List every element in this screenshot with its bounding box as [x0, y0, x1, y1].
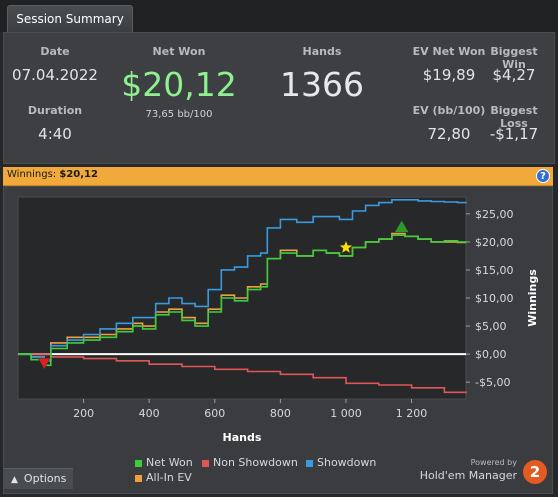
legend-net-won-label: Net Won: [146, 456, 193, 469]
date-label: Date: [40, 45, 70, 58]
chevron-up-icon: ▲: [11, 475, 18, 485]
biggest-win-label: Biggest Win: [490, 45, 538, 71]
y-tick-label: $25,00: [475, 208, 514, 221]
legend-net-won-swatch: [135, 459, 142, 467]
powered-by-text: Powered by: [470, 458, 517, 467]
marker-biggest-win: [394, 219, 410, 233]
session-summary-panel: Date 07.04.2022 Duration 4:40 Net Won $2…: [3, 32, 555, 164]
legend-net-won[interactable]: Net Won: [135, 456, 193, 469]
options-label: Options: [23, 472, 67, 485]
y-tick-label: $10,00: [475, 292, 514, 305]
x-axis-title: Hands: [223, 431, 262, 444]
ev-net-won-label: EV Net Won: [412, 45, 486, 58]
y-axis-title: Winnings: [526, 269, 539, 327]
hands-label: Hands: [302, 45, 342, 58]
y-tick-label: -$5,00: [475, 376, 510, 389]
x-tick-label: 1 200: [396, 407, 428, 420]
series-line-net-won: [18, 234, 467, 367]
winnings-label: Winnings:: [7, 169, 57, 180]
winnings-bar: Winnings: $20,12 ?: [3, 167, 553, 186]
ev-bb100-value: 72,80: [427, 125, 471, 143]
duration-value: 4:40: [38, 125, 72, 143]
series-line-non-showdown: [18, 353, 467, 394]
y-tick-label: $5,00: [475, 320, 507, 333]
holdem-manager-logo-icon: 2: [523, 460, 547, 484]
date-value: 07.04.2022: [12, 66, 98, 84]
x-tick-label: 600: [204, 407, 225, 420]
tab-session-summary[interactable]: Session Summary: [7, 5, 133, 32]
legend-non-showdown-label: Non Showdown: [213, 456, 298, 469]
winnings-chart: $25,00 $20,00 $15,00 $10,00 $5,00 $0,00 -$5,00…: [17, 196, 539, 444]
x-tick-label: 400: [139, 407, 160, 420]
net-won-bb100: 73,65 bb/100: [145, 109, 213, 120]
y-tick-label: $15,00: [475, 264, 514, 277]
biggest-win-value: $4,27: [492, 66, 536, 84]
legend-showdown[interactable]: Showdown: [306, 456, 376, 469]
x-tick-label: 1 000: [330, 407, 362, 420]
biggest-loss-label: Biggest Loss: [490, 104, 538, 130]
ev-net-won-value: $19,89: [422, 66, 476, 84]
brand-badge: Powered by Hold'em Manager 2: [410, 458, 552, 488]
duration-label: Duration: [27, 104, 83, 117]
net-won-label: Net Won: [152, 45, 206, 58]
help-icon[interactable]: ?: [536, 169, 550, 183]
chart-panel: $25,00 $20,00 $15,00 $10,00 $5,00 $0,00 -$5,00…: [3, 186, 553, 494]
winnings-value: $20,12: [59, 169, 98, 180]
net-won-value: $20,12: [121, 65, 237, 104]
biggest-loss-value: -$1,17: [489, 125, 539, 143]
legend-all-in-ev-swatch: [135, 474, 142, 482]
brand-name: Hold'em Manager: [419, 469, 517, 482]
options-button[interactable]: ▲ Options: [3, 468, 73, 489]
legend-all-in-ev[interactable]: All-In EV: [135, 471, 192, 484]
y-tick-label: $0,00: [475, 348, 507, 361]
tab-strip: Session Summary: [0, 0, 558, 32]
hands-value: 1366: [280, 65, 364, 104]
ev-bb100-label: EV (bb/100): [412, 104, 486, 117]
x-tick-label: 200: [73, 407, 94, 420]
x-tick-label: 800: [270, 407, 291, 420]
legend-non-showdown[interactable]: Non Showdown: [202, 456, 298, 469]
legend-non-showdown-swatch: [202, 459, 209, 467]
legend-showdown-label: Showdown: [317, 456, 377, 469]
marker-all-in: [338, 239, 354, 254]
y-tick-label: $20,00: [475, 236, 514, 249]
legend-showdown-swatch: [306, 459, 313, 467]
series-line-showdown: [18, 199, 467, 362]
marker-biggest-loss: [37, 357, 51, 370]
legend-all-in-ev-label: All-In EV: [146, 471, 192, 484]
